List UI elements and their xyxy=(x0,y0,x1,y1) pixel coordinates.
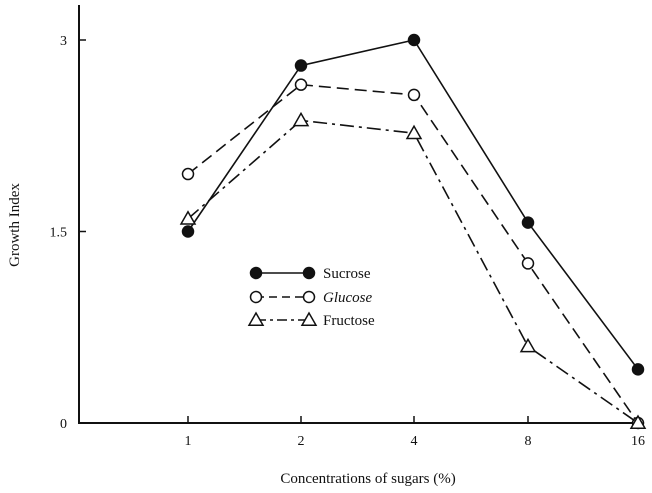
legend: Sucrose Glucose Fructose xyxy=(247,266,375,329)
legend-glucose-marker-end xyxy=(302,290,316,304)
fructose-point xyxy=(179,210,197,225)
x-tick-label: 8 xyxy=(525,434,532,449)
x-tick-label: 4 xyxy=(411,434,418,449)
sucrose-point xyxy=(294,59,308,72)
glucose-point xyxy=(407,88,421,102)
sucrose-point xyxy=(521,216,535,229)
legend-sucrose-label: Sucrose xyxy=(323,266,371,282)
legend-sucrose-marker-end xyxy=(302,266,316,280)
sucrose-point xyxy=(407,33,421,47)
legend-fructose-marker-start xyxy=(247,311,265,326)
y-tick-label: 1.5 xyxy=(50,226,68,241)
legend-glucose-label: Glucose xyxy=(323,290,372,306)
legend-fructose-marker-end xyxy=(300,311,318,326)
x-tick-label: 2 xyxy=(298,434,305,449)
glucose-point xyxy=(181,167,195,181)
legend-glucose-marker-start xyxy=(249,290,263,304)
fructose-point xyxy=(519,337,537,353)
series-fructose xyxy=(179,111,647,429)
sucrose-point xyxy=(631,363,645,376)
sucrose-point xyxy=(181,225,195,238)
glucose-point xyxy=(294,78,308,91)
fructose-point xyxy=(629,414,647,429)
series-glucose xyxy=(181,78,645,430)
series-sucrose xyxy=(181,33,645,376)
x-ticks: 1 2 4 8 16 xyxy=(185,416,645,449)
legend-sucrose-marker-start xyxy=(249,266,263,280)
x-tick-label: 1 xyxy=(185,434,192,449)
y-ticks: 01.53 xyxy=(50,34,86,432)
y-tick-label: 0 xyxy=(60,417,67,432)
y-tick-label: 3 xyxy=(60,34,67,49)
legend-fructose-label: Fructose xyxy=(323,313,375,329)
y-axis-label: Growth Index xyxy=(7,183,23,267)
series-layer xyxy=(179,33,647,430)
glucose-point xyxy=(521,257,535,270)
fructose-point xyxy=(292,111,310,127)
x-tick-label: 16 xyxy=(631,434,645,449)
x-axis-label: Concentrations of sugars (%) xyxy=(280,471,455,487)
axes xyxy=(78,5,640,424)
fructose-point xyxy=(405,124,423,140)
